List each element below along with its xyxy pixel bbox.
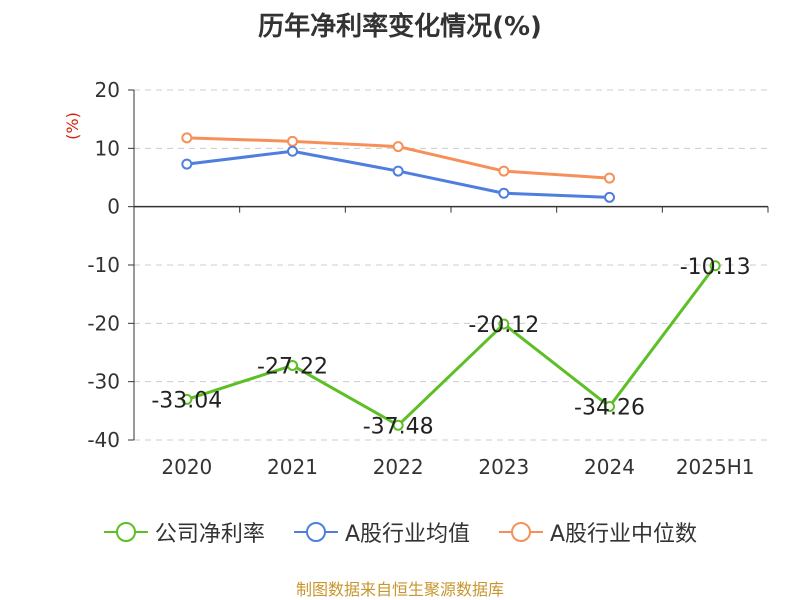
data-label: -37.48 [363, 414, 434, 439]
y-tick-label: -30 [87, 370, 120, 394]
x-tick-label: 2020 [161, 455, 212, 479]
legend-label-company: 公司净利率 [154, 522, 265, 547]
legend: 公司净利率 A股行业均值 A股行业中位数 [0, 516, 800, 548]
legend-item-industry-mean[interactable]: A股行业均值 [293, 516, 470, 548]
y-tick-label: 0 [107, 195, 120, 219]
data-label: -33.04 [151, 388, 222, 413]
data-label: -10.13 [680, 255, 751, 280]
y-tick-label: 10 [95, 136, 120, 160]
data-point [287, 359, 298, 371]
data-point [287, 145, 298, 157]
data-point [709, 260, 721, 272]
data-label: -20.12 [468, 313, 539, 338]
data-point [604, 401, 615, 413]
data-point [287, 135, 298, 147]
y-tick-label: -40 [87, 428, 120, 452]
data-point [181, 158, 193, 170]
x-tick-label: 2024 [584, 455, 635, 479]
data-point [604, 172, 615, 184]
data-label: -34.26 [574, 396, 645, 421]
legend-line-marker-icon [293, 522, 338, 542]
legend-label-industry-median: A股行业中位数 [550, 522, 698, 547]
x-tick-label: 2021 [267, 455, 318, 479]
data-point [498, 187, 510, 199]
data-point [392, 141, 404, 153]
data-point [392, 419, 404, 431]
x-tick-label: 2025H1 [676, 455, 755, 479]
data-point [392, 165, 404, 177]
y-axis-label: (%) [63, 112, 82, 140]
legend-line-marker-icon [499, 522, 543, 542]
data-point [181, 393, 193, 405]
chart-title: 历年净利率变化情况(%) [258, 12, 542, 42]
data-source-note: 制图数据来自恒生聚源数据库 [295, 580, 504, 599]
data-point [181, 132, 193, 144]
x-tick-label: 2022 [373, 455, 424, 479]
legend-item-industry-median[interactable]: A股行业中位数 [498, 516, 697, 548]
legend-label-industry-mean: A股行业均值 [344, 522, 470, 547]
y-tick-label: -10 [87, 253, 120, 277]
series-line [186, 264, 717, 427]
legend-item-company[interactable]: 公司净利率 [103, 516, 265, 548]
data-point [498, 165, 510, 177]
data-point [498, 318, 510, 330]
y-tick-label: 20 [95, 78, 120, 102]
data-point [604, 191, 615, 203]
legend-line-marker-icon [103, 522, 148, 542]
data-label: -27.22 [257, 354, 328, 379]
y-tick-label: -20 [87, 311, 120, 335]
x-tick-label: 2023 [478, 455, 529, 479]
